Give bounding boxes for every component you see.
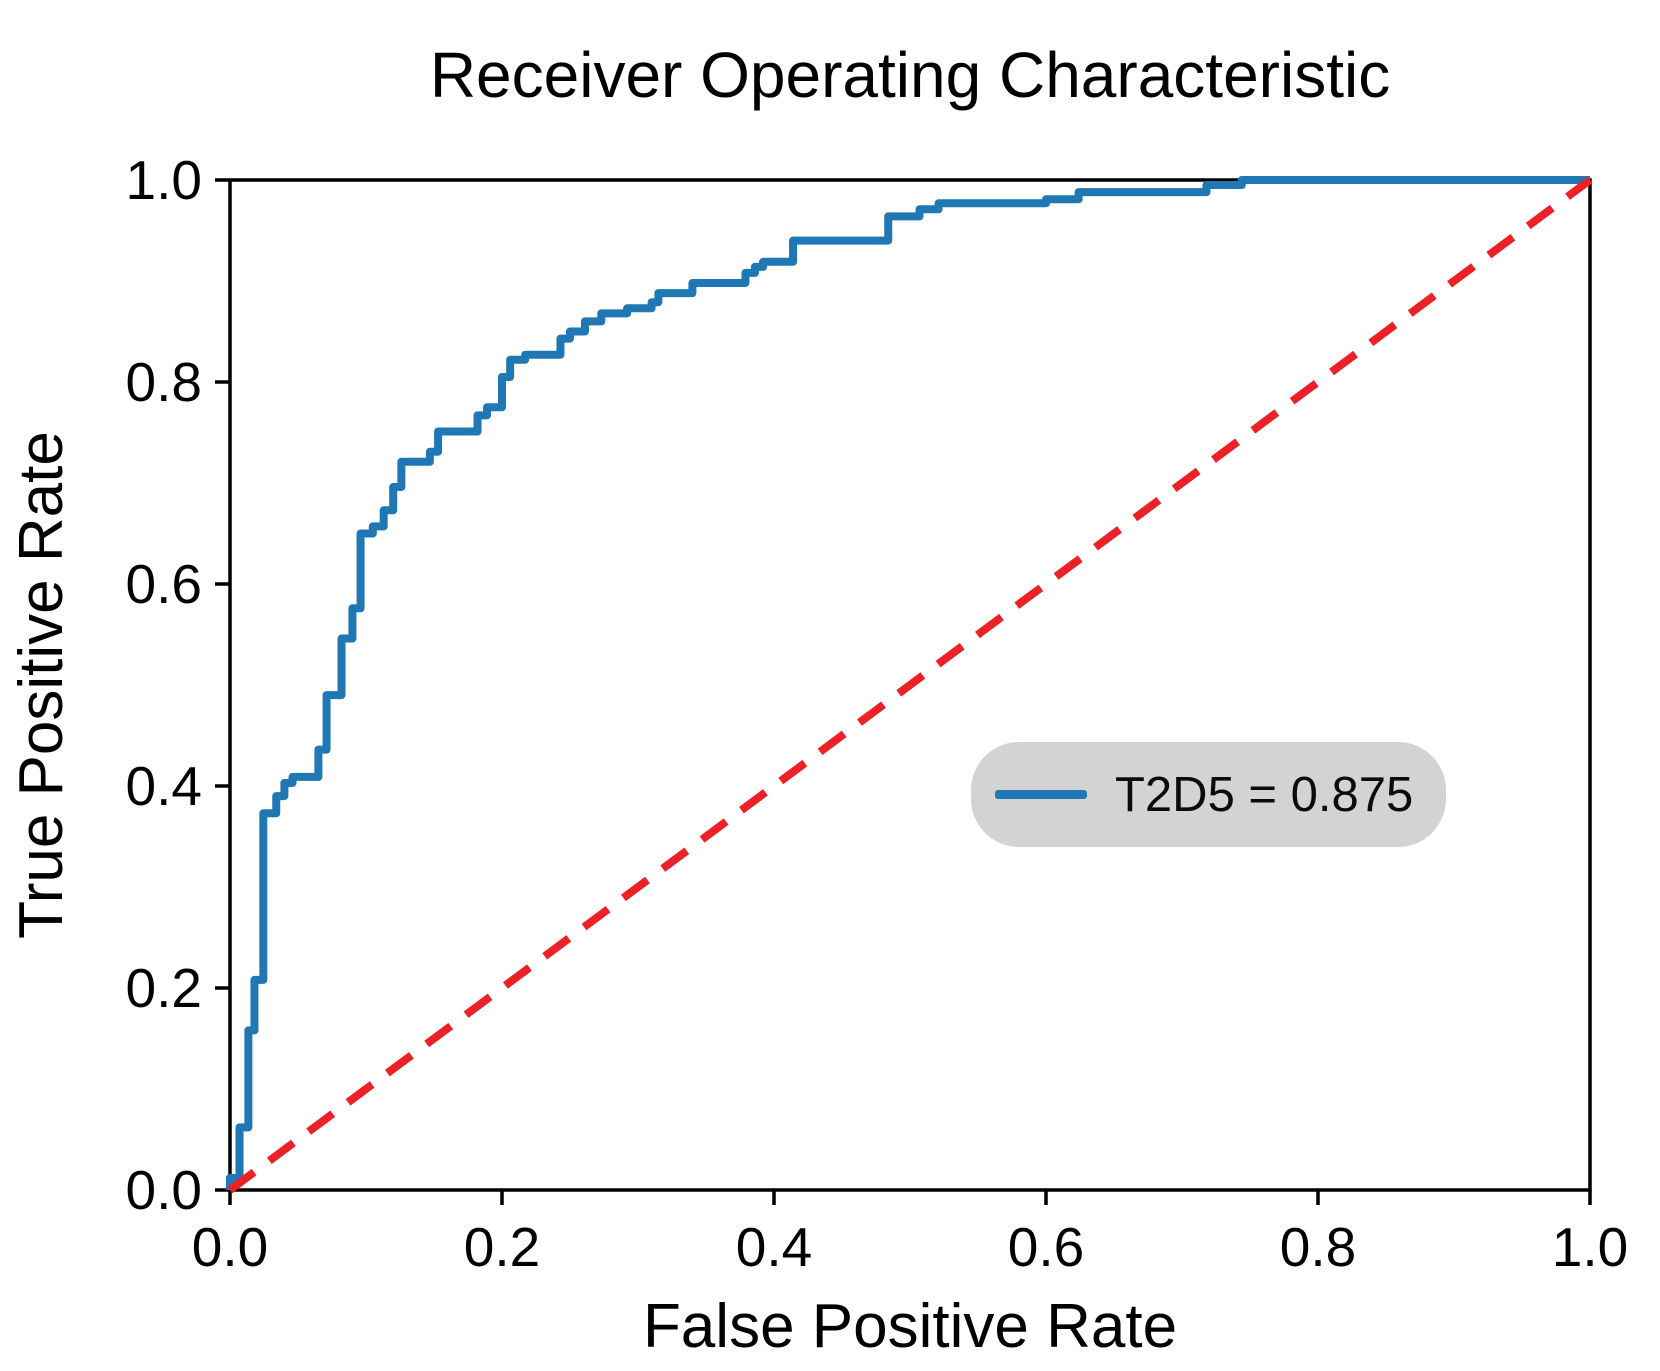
y-tick-label: 1.0 — [126, 149, 202, 211]
chart-title: Receiver Operating Characteristic — [429, 39, 1391, 111]
y-tick-label: 0.6 — [126, 553, 202, 615]
x-axis-label: False Positive Rate — [642, 1292, 1178, 1361]
x-tick-label: 0.8 — [1280, 1216, 1356, 1278]
roc-curve — [226, 176, 1590, 1190]
y-axis-label: True Positive Rate — [7, 431, 76, 939]
legend-line-swatch — [995, 790, 1087, 799]
x-tick-label: 0.6 — [1008, 1216, 1084, 1278]
x-tick-label: 1.0 — [1552, 1216, 1628, 1278]
y-tick-label: 0.2 — [126, 957, 202, 1019]
y-tick-label: 0.4 — [126, 755, 202, 817]
legend: T2D5 = 0.875 — [971, 742, 1446, 847]
x-tick-label: 0.4 — [736, 1216, 812, 1278]
y-tick-label: 0.8 — [126, 351, 202, 413]
x-tick-label: 0.2 — [464, 1216, 540, 1278]
plot-border — [228, 178, 1592, 1192]
x-tick-label: 0.0 — [192, 1216, 268, 1278]
y-tick-label: 0.0 — [126, 1159, 202, 1221]
legend-label: T2D5 = 0.875 — [1115, 767, 1414, 822]
chance-diagonal — [227, 176, 1593, 1194]
